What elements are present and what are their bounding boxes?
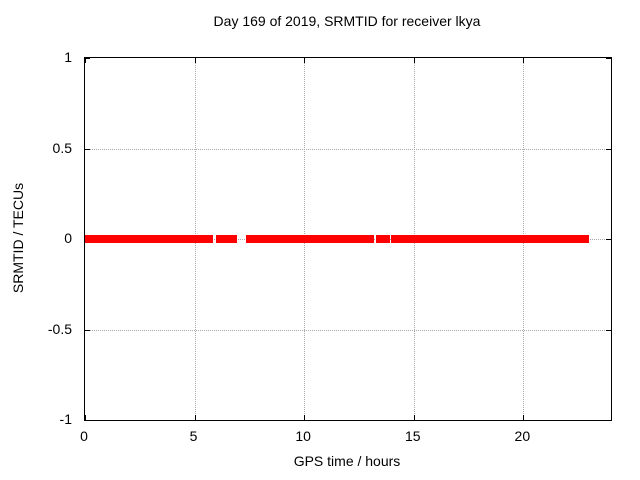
y-tick-label: -0.5 — [47, 320, 72, 337]
x-tick — [85, 415, 86, 420]
x-tick — [85, 58, 86, 63]
data-segment — [396, 235, 406, 243]
x-tick-label: 20 — [514, 428, 531, 444]
x-tick-label: 10 — [295, 428, 311, 444]
x-tick — [523, 58, 525, 63]
y-tick — [85, 148, 90, 150]
data-segment — [402, 235, 413, 243]
y-tick-label: -1 — [59, 411, 72, 427]
y-tick — [606, 420, 611, 421]
y-tick — [606, 148, 611, 150]
data-segment — [391, 235, 401, 243]
data-segment — [223, 235, 238, 243]
x-tick-label: 0 — [80, 428, 88, 444]
data-segment — [347, 235, 358, 243]
data-segment — [245, 235, 256, 243]
x-tick — [413, 415, 415, 420]
x-tick — [304, 58, 306, 63]
x-tick — [194, 58, 196, 63]
x-tick — [304, 415, 306, 420]
y-tick — [606, 329, 611, 331]
y-tick — [606, 58, 611, 59]
data-segment — [215, 235, 227, 243]
x-axis-label: GPS time / hours — [293, 453, 401, 469]
plot-area — [84, 57, 612, 421]
y-tick — [85, 58, 90, 59]
y-tick-label: 0 — [64, 230, 72, 246]
y-gridline — [85, 329, 611, 331]
y-tick-label: 1 — [64, 49, 72, 65]
data-segment — [85, 235, 202, 243]
y-tick — [85, 329, 90, 331]
y-tick-label: 0.5 — [52, 139, 72, 156]
x-tick-label: 5 — [189, 428, 198, 444]
data-segment — [353, 235, 374, 243]
chart-title: Day 169 of 2019, SRMTID for receiver lky… — [213, 13, 481, 29]
x-tick — [413, 58, 415, 63]
data-segment — [251, 235, 349, 243]
data-segment — [416, 235, 589, 243]
data-segment — [375, 235, 386, 243]
data-segment — [381, 235, 391, 243]
x-tick — [194, 415, 196, 420]
data-segment — [408, 235, 423, 243]
x-tick — [523, 415, 525, 420]
x-tick-label: 15 — [404, 428, 421, 444]
y-tick — [606, 239, 611, 240]
data-segment — [205, 235, 214, 243]
y-tick — [85, 420, 90, 421]
y-gridline — [85, 148, 611, 150]
